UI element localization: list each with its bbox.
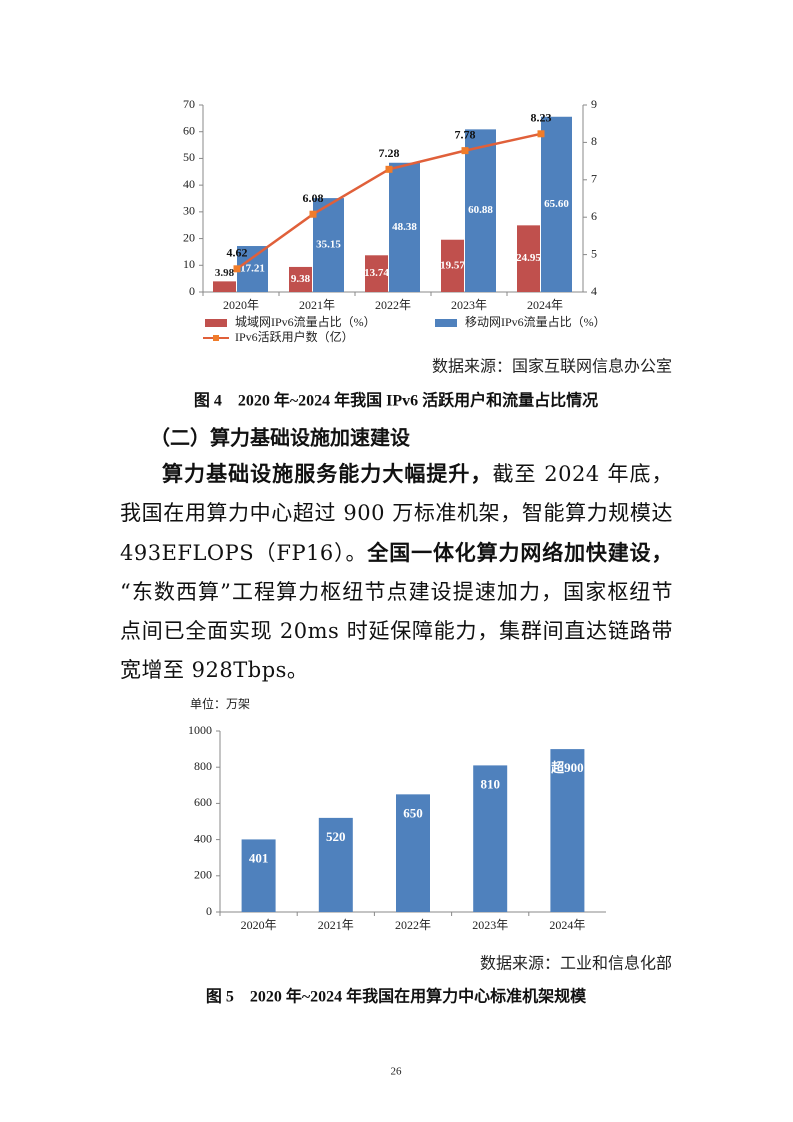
bar bbox=[237, 246, 268, 292]
bar bbox=[473, 765, 508, 912]
data-label: 24.95 bbox=[516, 252, 541, 264]
unit-label: 单位：万架 bbox=[190, 696, 250, 711]
bar bbox=[313, 198, 344, 292]
y2-tick-label: 9 bbox=[591, 97, 597, 111]
text-run: 截至 2024 年底，我国在用算力中心超过 900 万标准机架，智能算力规模达 … bbox=[120, 462, 674, 565]
data-label: 3.98 bbox=[215, 267, 235, 279]
y2-tick-label: 8 bbox=[591, 134, 597, 148]
data-label: 650 bbox=[403, 805, 423, 820]
legend-label: IPv6活跃用户数（亿） bbox=[235, 329, 354, 344]
y-tick-label: 40 bbox=[183, 177, 195, 191]
section-heading: （二）算力基础设施加速建设 bbox=[150, 426, 410, 450]
text-run: “东数西算”工程算力枢纽节点建设提速加力，国家枢纽节点间已全面实现 20ms 时… bbox=[120, 580, 673, 682]
bar bbox=[213, 281, 236, 292]
x-tick-label: 2020年 bbox=[241, 918, 277, 932]
y-tick-label: 600 bbox=[194, 795, 212, 809]
x-tick-label: 2021年 bbox=[318, 918, 354, 932]
data-label: 35.15 bbox=[316, 239, 341, 251]
data-label: 17.21 bbox=[240, 263, 265, 275]
x-tick-label: 2023年 bbox=[451, 298, 487, 312]
y-tick-label: 30 bbox=[183, 204, 195, 218]
x-tick-label: 2022年 bbox=[395, 918, 431, 932]
source: 数据来源：国家互联网信息办公室 bbox=[432, 358, 672, 376]
page-number: 26 bbox=[391, 1066, 403, 1078]
x-tick-label: 2020年 bbox=[223, 298, 259, 312]
legend-label: 城域网IPv6流量占比（%） bbox=[235, 314, 376, 329]
y-tick-label: 50 bbox=[183, 150, 195, 164]
data-label: 9.38 bbox=[291, 273, 311, 285]
caption: 图 4 2020 年~2024 年我国 IPv6 活跃用户和流量占比情况 bbox=[194, 391, 598, 410]
source: 数据来源：工业和信息化部 bbox=[480, 955, 672, 973]
data-label: 7.28 bbox=[379, 146, 400, 160]
y-tick-label: 70 bbox=[183, 97, 195, 111]
y2-tick-label: 6 bbox=[591, 209, 597, 223]
x-tick-label: 2022年 bbox=[375, 298, 411, 312]
bar bbox=[389, 162, 420, 292]
y2-tick-label: 5 bbox=[591, 246, 597, 260]
y-tick-label: 800 bbox=[194, 759, 212, 773]
legend-swatch bbox=[205, 319, 227, 327]
data-label: 超900 bbox=[551, 760, 584, 775]
bar bbox=[241, 839, 276, 912]
y-tick-label: 200 bbox=[194, 868, 212, 882]
data-label: 13.74 bbox=[364, 267, 389, 279]
legend-swatch bbox=[213, 335, 219, 341]
data-label: 60.88 bbox=[468, 204, 493, 216]
y-tick-label: 400 bbox=[194, 831, 212, 845]
caption: 图 5 2020 年~2024 年我国在用算力中心标准机架规模 bbox=[206, 987, 587, 1006]
y-tick-label: 0 bbox=[206, 904, 212, 918]
data-label: 7.78 bbox=[455, 127, 476, 141]
y-tick-label: 1000 bbox=[188, 723, 212, 737]
x-tick-label: 2021年 bbox=[299, 298, 335, 312]
x-tick-label: 2024年 bbox=[549, 918, 585, 932]
bar bbox=[441, 239, 464, 292]
marker bbox=[309, 210, 317, 218]
data-label: 19.57 bbox=[440, 259, 465, 271]
x-tick-label: 2024年 bbox=[527, 298, 563, 312]
x-tick-label: 2023年 bbox=[472, 918, 508, 932]
text-run: 算力基础设施服务能力大幅提升， bbox=[162, 461, 493, 486]
data-label: 8.23 bbox=[531, 111, 552, 125]
y2-tick-label: 7 bbox=[591, 172, 597, 186]
bar bbox=[318, 817, 353, 912]
data-label: 520 bbox=[326, 829, 346, 844]
legend-label: 移动网IPv6流量占比（%） bbox=[465, 314, 606, 329]
data-label: 810 bbox=[480, 776, 500, 791]
legend-swatch bbox=[435, 319, 457, 327]
data-label: 4.62 bbox=[227, 246, 248, 260]
marker bbox=[233, 265, 241, 273]
y2-tick-label: 4 bbox=[591, 284, 597, 298]
marker bbox=[537, 130, 545, 138]
y-tick-label: 10 bbox=[183, 257, 195, 271]
marker bbox=[461, 147, 469, 155]
paragraph: 算力基础设施服务能力大幅提升，截至 2024 年底，我国在用算力中心超过 900… bbox=[120, 454, 673, 690]
bar bbox=[541, 116, 572, 292]
bar bbox=[396, 794, 430, 912]
data-label: 401 bbox=[249, 850, 269, 865]
y-tick-label: 0 bbox=[189, 284, 195, 298]
data-label: 65.60 bbox=[544, 198, 569, 210]
text-run: 全国一体化算力网络加快建设， bbox=[367, 540, 674, 565]
bar bbox=[365, 255, 388, 292]
bar bbox=[289, 266, 312, 292]
data-label: 6.08 bbox=[303, 191, 324, 205]
data-label: 48.38 bbox=[392, 221, 417, 233]
y-tick-label: 60 bbox=[183, 123, 195, 137]
bar bbox=[517, 225, 540, 292]
bar bbox=[465, 129, 496, 292]
bar bbox=[550, 749, 585, 912]
marker bbox=[385, 165, 393, 173]
y-tick-label: 20 bbox=[183, 230, 195, 244]
